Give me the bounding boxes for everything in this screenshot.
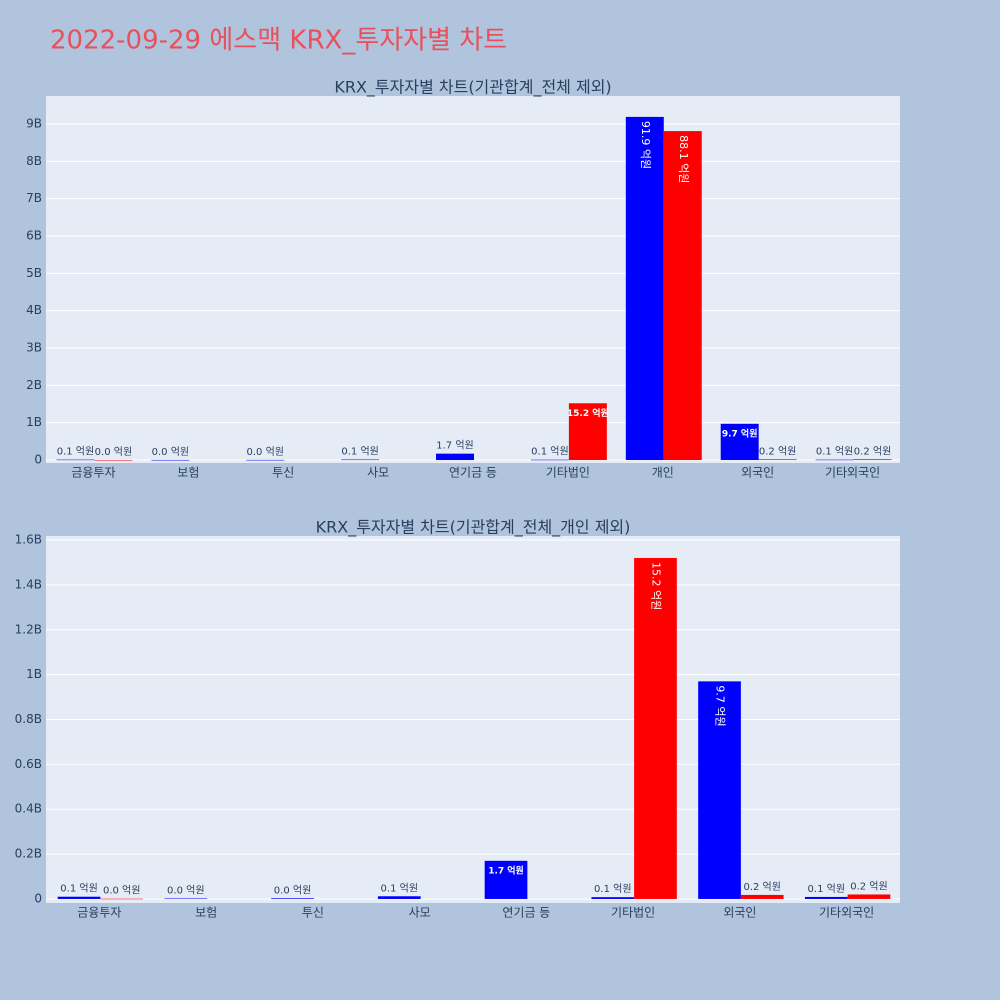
value-label: 0.1 억원 [381, 882, 418, 894]
x-tick-label: 사모 [409, 906, 431, 920]
bar [591, 897, 635, 899]
y-tick-label: 0.8B [15, 712, 42, 726]
bar [740, 894, 784, 899]
value-label: 15.2 억원 [649, 562, 662, 610]
x-tick-label: 연기금 등 [449, 466, 497, 480]
x-tick-label: 사모 [367, 466, 389, 480]
y-tick-label: 1.2B [15, 622, 42, 636]
y-tick-label: 1.6B [15, 533, 42, 547]
x-tick-label: 금융투자 [71, 466, 115, 480]
value-label: 0.1 억원 [816, 446, 853, 458]
bar [847, 894, 891, 899]
value-label: 0.1 억원 [808, 883, 845, 895]
bar [815, 459, 854, 461]
bar [663, 131, 702, 461]
value-label: 0.0 억원 [167, 885, 204, 897]
chart-title: KRX_투자자별 차트(기관합계_전체_개인 제외) [316, 518, 631, 538]
y-tick-label: 0 [34, 453, 42, 467]
x-tick-label: 개인 [652, 466, 674, 480]
bar [341, 459, 380, 461]
y-tick-label: 0.6B [15, 757, 42, 771]
bar [625, 116, 664, 461]
x-tick-label: 기타외국인 [819, 906, 874, 920]
bar [436, 453, 474, 461]
x-tick-label: 기타법인 [611, 906, 655, 920]
page-title: 2022-09-29 에스맥 KRX_투자자별 차트 [50, 26, 507, 56]
bar [568, 403, 607, 461]
value-label: 0.0 억원 [95, 446, 132, 458]
bar [246, 459, 285, 461]
bar [484, 860, 528, 899]
x-tick-label: 연기금 등 [502, 906, 550, 920]
x-tick-label: 외국인 [741, 466, 774, 480]
value-label: 1.7 억원 [436, 440, 473, 452]
chart-title: KRX_투자자별 차트(기관합계_전체 제외) [334, 78, 611, 98]
y-tick-label: 8B [26, 154, 42, 168]
y-tick-label: 1.4B [15, 577, 42, 591]
y-tick-label: 6B [26, 229, 42, 243]
x-tick-label: 외국인 [723, 906, 756, 920]
value-label: 9.7 억원 [722, 427, 758, 439]
bar [271, 898, 314, 899]
value-label: 0.2 억원 [759, 445, 796, 457]
y-tick-label: 1B [26, 667, 42, 681]
bar [100, 898, 144, 900]
bar [94, 459, 133, 461]
value-label: 0.2 억원 [850, 880, 887, 892]
bar [530, 459, 569, 461]
bar [164, 898, 208, 900]
bar [634, 557, 677, 899]
x-tick-label: 보험 [177, 466, 199, 480]
bar [720, 423, 759, 461]
value-label: 91.9 억원 [639, 121, 652, 169]
bar [377, 896, 421, 899]
bar [758, 459, 797, 461]
y-tick-label: 1B [26, 415, 42, 429]
bar [804, 896, 848, 899]
x-tick-label: 기타법인 [546, 466, 590, 480]
plot-area [46, 96, 900, 463]
x-tick-label: 기타외국인 [825, 466, 880, 480]
value-label: 15.2 억원 [567, 407, 609, 419]
y-tick-label: 9B [26, 117, 42, 131]
value-label: 0.0 억원 [152, 446, 189, 458]
x-tick-label: 투신 [302, 906, 324, 920]
y-tick-label: 2B [26, 378, 42, 392]
value-label: 0.0 억원 [103, 885, 140, 897]
y-tick-label: 5B [26, 266, 42, 280]
value-label: 0.0 억원 [247, 446, 284, 458]
y-tick-label: 7B [26, 191, 42, 205]
x-tick-label: 보험 [195, 906, 217, 920]
value-label: 0.1 억원 [531, 446, 568, 458]
value-label: 0.1 억원 [60, 883, 97, 895]
x-tick-label: 투신 [272, 466, 294, 480]
bar [151, 459, 190, 461]
value-label: 88.1 억원 [677, 135, 690, 183]
bar [698, 681, 741, 899]
bar [56, 459, 95, 461]
value-label: 0.0 억원 [274, 884, 311, 896]
y-tick-label: 4B [26, 303, 42, 317]
value-label: 9.7 억원 [714, 685, 727, 726]
y-tick-label: 0 [34, 891, 42, 905]
y-tick-label: 0.4B [15, 802, 42, 816]
value-label: 0.1 억원 [594, 883, 631, 895]
x-tick-label: 금융투자 [77, 906, 121, 920]
y-tick-label: 0.2B [15, 847, 42, 861]
value-label: 0.1 억원 [57, 446, 94, 458]
value-label: 0.2 억원 [854, 445, 891, 457]
value-label: 1.7 억원 [488, 864, 524, 876]
value-label: 0.2 억원 [743, 881, 780, 893]
value-label: 0.1 억원 [341, 446, 378, 458]
y-tick-label: 3B [26, 341, 42, 355]
bar [853, 459, 892, 461]
bar [57, 896, 101, 899]
